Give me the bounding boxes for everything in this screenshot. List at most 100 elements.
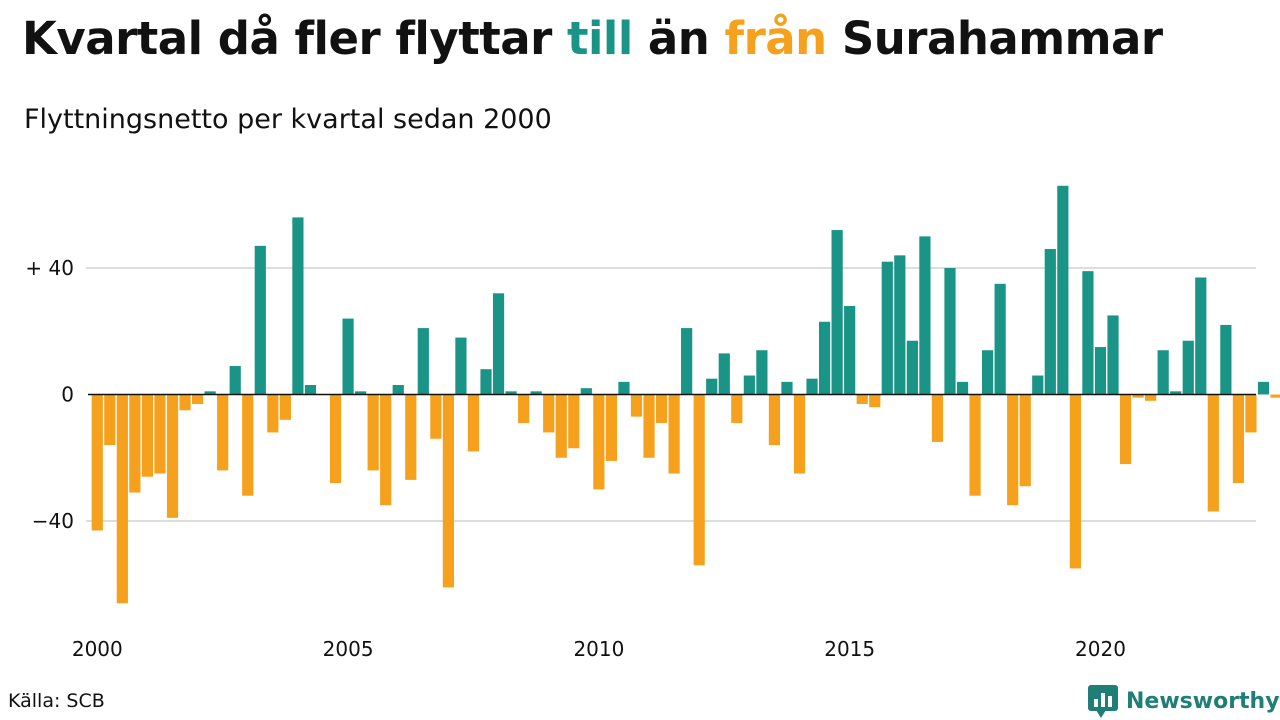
brand-logo: Newsworthy — [1088, 683, 1280, 719]
bar-positive — [530, 391, 542, 395]
bar-negative — [1232, 394, 1245, 484]
bar-positive — [1170, 391, 1182, 395]
bar-negative — [367, 394, 379, 471]
bar-negative — [380, 394, 392, 506]
bar-negative — [731, 394, 743, 423]
bar-positive — [1044, 249, 1056, 395]
bar-negative — [655, 394, 668, 423]
bar-positive — [505, 391, 517, 395]
title-negative-word: från — [724, 12, 828, 65]
bar-negative — [1207, 394, 1219, 512]
bar-negative — [856, 394, 868, 404]
title-part-3: Surahammar — [826, 12, 1163, 65]
chart-subtitle: Flyttningsnetto per kvartal sedan 2000 — [24, 104, 552, 135]
bar-positive — [304, 385, 317, 395]
bar-positive — [1082, 271, 1094, 395]
bar-positive — [781, 381, 793, 395]
bar-positive — [392, 385, 404, 395]
bar-negative — [104, 394, 116, 446]
bar-positive — [844, 305, 856, 395]
bar-positive — [580, 388, 592, 395]
bar-negative — [1007, 394, 1019, 506]
bar-negative — [467, 394, 480, 452]
bar-positive — [906, 340, 918, 395]
bar-negative — [668, 394, 680, 474]
bar-negative — [869, 394, 881, 408]
bar-positive — [229, 366, 241, 395]
bar-negative — [793, 394, 806, 474]
bar-negative — [91, 394, 103, 531]
bar-positive — [894, 255, 906, 395]
bar-negative — [1270, 394, 1280, 398]
bar-positive — [706, 378, 718, 395]
x-tick-label: 2010 — [573, 637, 624, 661]
bar-negative — [442, 394, 454, 588]
bar-negative — [279, 394, 291, 420]
bar-negative — [1069, 394, 1081, 569]
bar-negative — [768, 394, 781, 446]
bar-negative — [116, 394, 128, 604]
bar-positive — [743, 375, 755, 395]
bar-negative — [430, 394, 442, 439]
bar-negative — [630, 394, 643, 417]
bar-negative — [1119, 394, 1132, 465]
bar-negative — [605, 394, 618, 461]
bar-negative — [191, 394, 204, 404]
bar-positive — [492, 293, 505, 395]
bar-positive — [618, 381, 630, 395]
source-note: Källa: SCB — [8, 690, 105, 712]
bar-positive — [254, 245, 266, 395]
x-tick-label: 2015 — [824, 637, 875, 661]
bar-negative — [405, 394, 417, 480]
bar-positive — [881, 261, 893, 395]
bar-negative — [693, 394, 705, 566]
y-tick-label: + 40 — [25, 256, 74, 280]
title-part-2: än — [632, 12, 725, 65]
bar-negative — [931, 394, 944, 442]
bar-negative — [141, 394, 154, 477]
bar-positive — [355, 391, 367, 395]
bar-negative — [129, 394, 141, 493]
bar-negative — [1245, 394, 1257, 433]
bar-positive — [956, 381, 969, 395]
bar-positive — [417, 328, 429, 395]
bar-positive — [982, 350, 994, 395]
bar-negative — [154, 394, 166, 474]
y-axis-tick-labels: + 40 0 −40 — [25, 256, 74, 533]
bar-negative — [518, 394, 530, 423]
chart-title: Kvartal då fler flyttar till än från Sur… — [22, 12, 1163, 65]
bar-positive — [944, 268, 956, 395]
bar-negative — [1132, 394, 1144, 398]
bar-negative — [643, 394, 655, 458]
bar-negative — [1145, 394, 1157, 401]
bar-positive — [204, 391, 216, 395]
bar-positive — [994, 283, 1006, 395]
title-part-1: Kvartal då fler flyttar — [22, 12, 567, 65]
bar-negative — [166, 394, 179, 518]
bar-positive — [1094, 347, 1107, 395]
title-positive-word: till — [566, 12, 633, 65]
brand-name: Newsworthy — [1126, 688, 1280, 714]
bar-positive — [806, 378, 818, 395]
y-tick-label: 0 — [61, 383, 74, 407]
bar-negative — [179, 394, 191, 411]
bar-positive — [681, 328, 693, 395]
bar-negative — [1019, 394, 1031, 487]
bars — [91, 185, 1280, 604]
bar-positive — [1107, 315, 1119, 395]
x-tick-label: 2000 — [72, 637, 123, 661]
bar-negative — [568, 394, 580, 449]
bar-positive — [292, 217, 304, 395]
bar-negative — [543, 394, 555, 433]
bar-negative — [969, 394, 981, 496]
x-tick-label: 2005 — [323, 637, 374, 661]
bar-negative — [555, 394, 567, 458]
bar-positive — [1057, 185, 1069, 395]
bar-positive — [480, 369, 492, 395]
bar-positive — [756, 350, 768, 395]
bar-negative — [593, 394, 605, 490]
bar-positive — [1157, 350, 1169, 395]
bar-positive — [1220, 324, 1232, 395]
bar-positive — [1195, 277, 1207, 395]
bar-negative — [242, 394, 254, 496]
